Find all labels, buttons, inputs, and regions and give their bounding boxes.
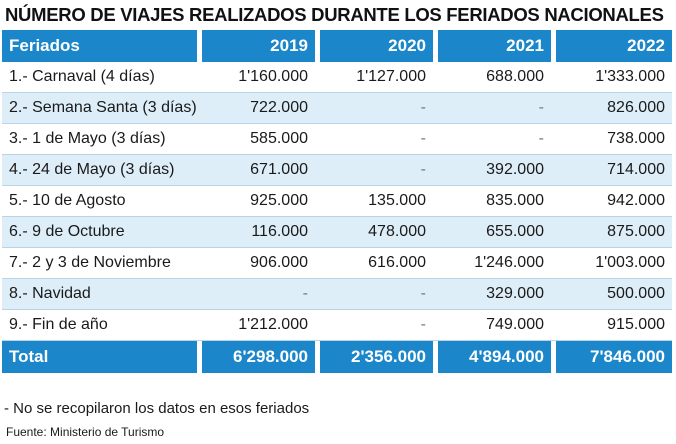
row-label: 1.- Carnaval (4 días) xyxy=(2,62,197,93)
table-cell: 1'246.000 xyxy=(433,248,551,279)
table-row: 2.- Semana Santa (3 días) 722.000- -826.00… xyxy=(2,93,672,124)
table-cell: 714.000 xyxy=(551,155,672,186)
total-label: Total xyxy=(2,341,197,373)
table-cell: - xyxy=(433,93,551,124)
table-row: 1.- Carnaval (4 días) 1'160.000 1'127.000 6… xyxy=(2,62,672,93)
table-cell: 749.000 xyxy=(433,310,551,341)
table-cell: 1'333.000 xyxy=(551,62,672,93)
table-cell: 1'160.000 xyxy=(197,62,315,93)
column-header-2021: 2021 xyxy=(433,30,551,62)
table-cell: 500.000 xyxy=(551,279,672,310)
table-cell: 585.000 xyxy=(197,124,315,155)
total-cell: 2'356.000 xyxy=(315,341,433,373)
table-row: 9.- Fin de año 1'212.000-749.000 915.000 xyxy=(2,310,672,341)
table-cell: 906.000 xyxy=(197,248,315,279)
row-label: 6.- 9 de Octubre xyxy=(2,217,197,248)
table-cell: 135.000 xyxy=(315,186,433,217)
table-cell: - xyxy=(315,93,433,124)
table-row: 7.- 2 y 3 de Noviembre 906.000 616.000 1'24… xyxy=(2,248,672,279)
table-cell: - xyxy=(315,155,433,186)
row-label: 8.- Navidad xyxy=(2,279,197,310)
column-header-2019: 2019 xyxy=(197,30,315,62)
row-label: 7.- 2 y 3 de Noviembre xyxy=(2,248,197,279)
total-cell: 7'846.000 xyxy=(551,341,672,373)
table-cell: 116.000 xyxy=(197,217,315,248)
total-cell: 4'894.000 xyxy=(433,341,551,373)
column-header-2020: 2020 xyxy=(315,30,433,62)
table-row: 6.- 9 de Octubre 116.000 478.000 655.000 875… xyxy=(2,217,672,248)
table-cell: 329.000 xyxy=(433,279,551,310)
table-cell: 688.000 xyxy=(433,62,551,93)
table-cell: 738.000 xyxy=(551,124,672,155)
column-header-feriados: Feriados xyxy=(2,30,197,62)
chart-title: NÚMERO DE VIAJES REALIZADOS DURANTE LOS … xyxy=(5,4,664,25)
table-cell: 835.000 xyxy=(433,186,551,217)
data-table: Feriados 2019 2020 2021 2022 1.- Carnaval (4… xyxy=(2,30,672,373)
header-row: Feriados 2019 2020 2021 2022 xyxy=(2,30,672,62)
table-cell: 826.000 xyxy=(551,93,672,124)
source-note: Fuente: Ministerio de Turismo xyxy=(6,425,165,439)
table-cell: 722.000 xyxy=(197,93,315,124)
table-cell: - xyxy=(315,279,433,310)
row-label: 3.- 1 de Mayo (3 días) xyxy=(2,124,197,155)
table-cell: 478.000 xyxy=(315,217,433,248)
table-cell: 942.000 xyxy=(551,186,672,217)
row-label: 5.- 10 de Agosto xyxy=(2,186,197,217)
table-row: 8.- Navidad - -329.000 500.000 xyxy=(2,279,672,310)
row-label: 9.- Fin de año xyxy=(2,310,197,341)
table-cell: 915.000 xyxy=(551,310,672,341)
table-cell: - xyxy=(315,310,433,341)
table-cell: 925.000 xyxy=(197,186,315,217)
table-row: 3.- 1 de Mayo (3 días) 585.000- -738.000 xyxy=(2,124,672,155)
row-label: 4.- 24 de Mayo (3 días) xyxy=(2,155,197,186)
table-cell: 1'212.000 xyxy=(197,310,315,341)
table-cell: 1'127.000 xyxy=(315,62,433,93)
table-cell: 1'003.000 xyxy=(551,248,672,279)
table-row: 4.- 24 de Mayo (3 días) 671.000-392.000 71… xyxy=(2,155,672,186)
column-header-2022: 2022 xyxy=(551,30,672,62)
table-cell: 655.000 xyxy=(433,217,551,248)
table-cell: 875.000 xyxy=(551,217,672,248)
table-cell: - xyxy=(197,279,315,310)
table-cell: 616.000 xyxy=(315,248,433,279)
footnote: - No se recopilaron los datos en esos fe… xyxy=(4,400,310,417)
table-row: 5.- 10 de Agosto 925.000 135.000 835.000 942… xyxy=(2,186,672,217)
total-cell: 6'298.000 xyxy=(197,341,315,373)
row-label: 2.- Semana Santa (3 días) xyxy=(2,93,197,124)
table-cell: 671.000 xyxy=(197,155,315,186)
table-cell: - xyxy=(315,124,433,155)
table-cell: 392.000 xyxy=(433,155,551,186)
total-row: Total 6'298.000 2'356.000 4'894.000 7'846.00… xyxy=(2,341,672,373)
table-cell: - xyxy=(433,124,551,155)
